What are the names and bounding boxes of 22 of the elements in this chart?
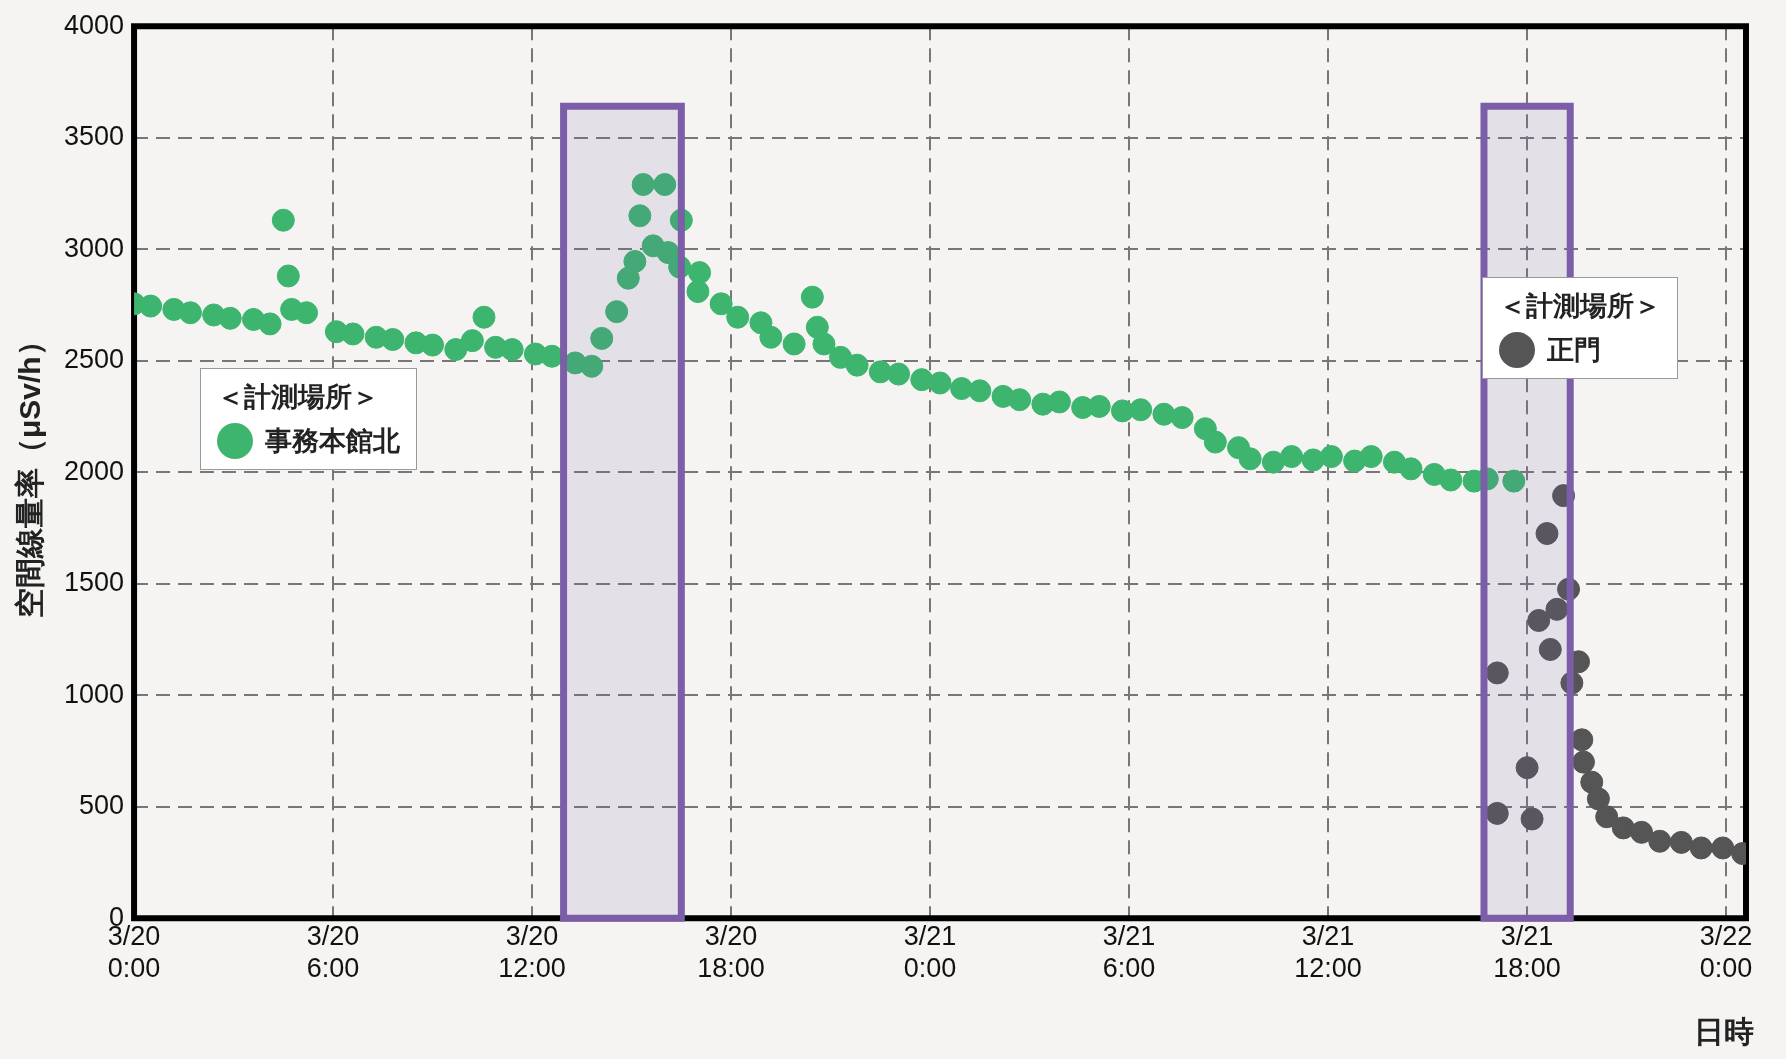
y-axis-title: 空間線量率（μSv/h） — [13, 326, 47, 619]
y-tick-label: 2500 — [63, 344, 125, 375]
y-tick-label: 3500 — [63, 121, 125, 152]
x-tick-label: 3/22 0:00 — [1699, 920, 1753, 984]
legend-title: ＜計測場所＞ — [217, 380, 380, 414]
legend-label: 事務本館北 — [265, 424, 400, 458]
x-tick-label: 3/21 0:00 — [903, 920, 957, 984]
x-axis-title: 日時 — [1694, 1013, 1754, 1051]
x-tick-label: 3/20 12:00 — [498, 920, 566, 984]
y-tick-label: 3000 — [63, 232, 125, 263]
x-tick-label: 3/20 6:00 — [306, 920, 360, 984]
legend-label: 正門 — [1547, 333, 1601, 367]
text: ＜計測場所＞ — [1499, 290, 1661, 321]
y-tick-label: 1000 — [63, 678, 125, 709]
x-tick-label: 3/20 18:00 — [697, 920, 765, 984]
y-tick-label: 1500 — [63, 567, 125, 598]
x-tick-label: 3/21 6:00 — [1102, 920, 1156, 984]
y-tick-label: 500 — [79, 790, 125, 821]
x-tick-label: 3/21 18:00 — [1493, 920, 1561, 984]
y-tick-label: 4000 — [63, 9, 125, 40]
y-tick-label: 2000 — [63, 455, 125, 486]
x-tick-label: 3/21 12:00 — [1294, 920, 1362, 984]
